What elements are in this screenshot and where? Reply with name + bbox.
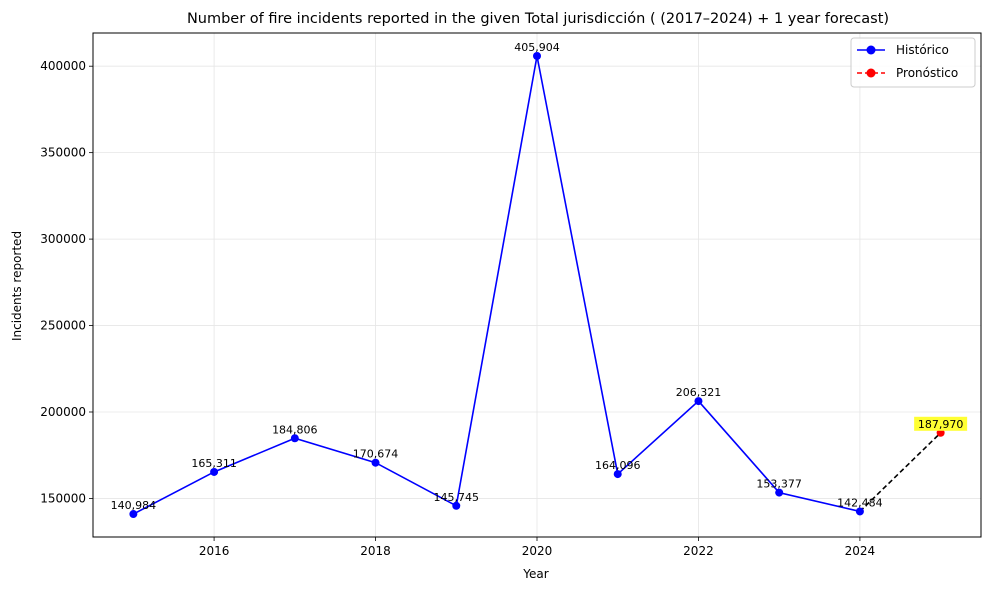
data-label: 165,311 [191, 457, 237, 470]
data-point [694, 397, 703, 406]
x-tick-label: 2020 [522, 544, 553, 558]
x-axis-ticks: 2016 2018 2020 2022 2024 [199, 537, 875, 558]
data-label: 145,745 [434, 491, 480, 504]
y-tick-label: 400000 [40, 59, 86, 73]
data-labels: 140,984 165,311 184,806 170,674 145,745 405,9… [111, 41, 968, 512]
legend-pronostico-marker [866, 68, 876, 78]
legend: Histórico Pronóstico [850, 37, 976, 88]
data-point [452, 501, 461, 510]
data-point [290, 434, 299, 443]
forecast-connector-line [859, 432, 942, 513]
series-layer [129, 51, 945, 519]
y-tick-label: 300000 [40, 232, 86, 246]
data-point [533, 51, 541, 60]
legend-pronostico-label: Pronóstico [896, 66, 958, 80]
y-tick-label: 250000 [40, 319, 86, 333]
grid [93, 33, 981, 537]
legend-historico-label: Histórico [896, 43, 949, 57]
data-label: 170,674 [353, 448, 399, 461]
x-tick-label: 2016 [199, 544, 230, 558]
data-label: 153,377 [756, 478, 802, 491]
x-tick-label: 2022 [683, 544, 714, 558]
y-axis-label: Incidents reported [10, 231, 24, 341]
series-line-0 [132, 55, 861, 515]
y-axis-ticks: 150000 200000 250000 300000 350000 400000 [40, 59, 93, 505]
x-tick-label: 2018 [360, 544, 391, 558]
data-label: 206,321 [676, 386, 722, 399]
data-point [855, 507, 864, 516]
data-point [210, 467, 219, 476]
chart-title: Number of fire incidents reported in the… [187, 11, 889, 27]
data-label: 405,904 [514, 41, 560, 54]
data-label: 164,096 [595, 459, 641, 472]
data-label: 142,484 [837, 496, 883, 509]
data-point [371, 458, 380, 467]
data-point [129, 510, 138, 519]
data-point [775, 488, 784, 497]
forecast-label-highlight [914, 416, 968, 431]
data-point [613, 470, 622, 479]
y-tick-label: 150000 [40, 491, 86, 505]
y-tick-label: 200000 [40, 405, 86, 419]
x-axis-label: Year [522, 567, 548, 581]
data-label: 187,970 [918, 418, 964, 431]
data-label: 184,806 [272, 423, 318, 436]
x-tick-label: 2024 [845, 544, 876, 558]
data-label: 140,984 [111, 499, 157, 512]
legend-historico-marker [866, 45, 876, 55]
y-tick-label: 350000 [40, 146, 86, 160]
